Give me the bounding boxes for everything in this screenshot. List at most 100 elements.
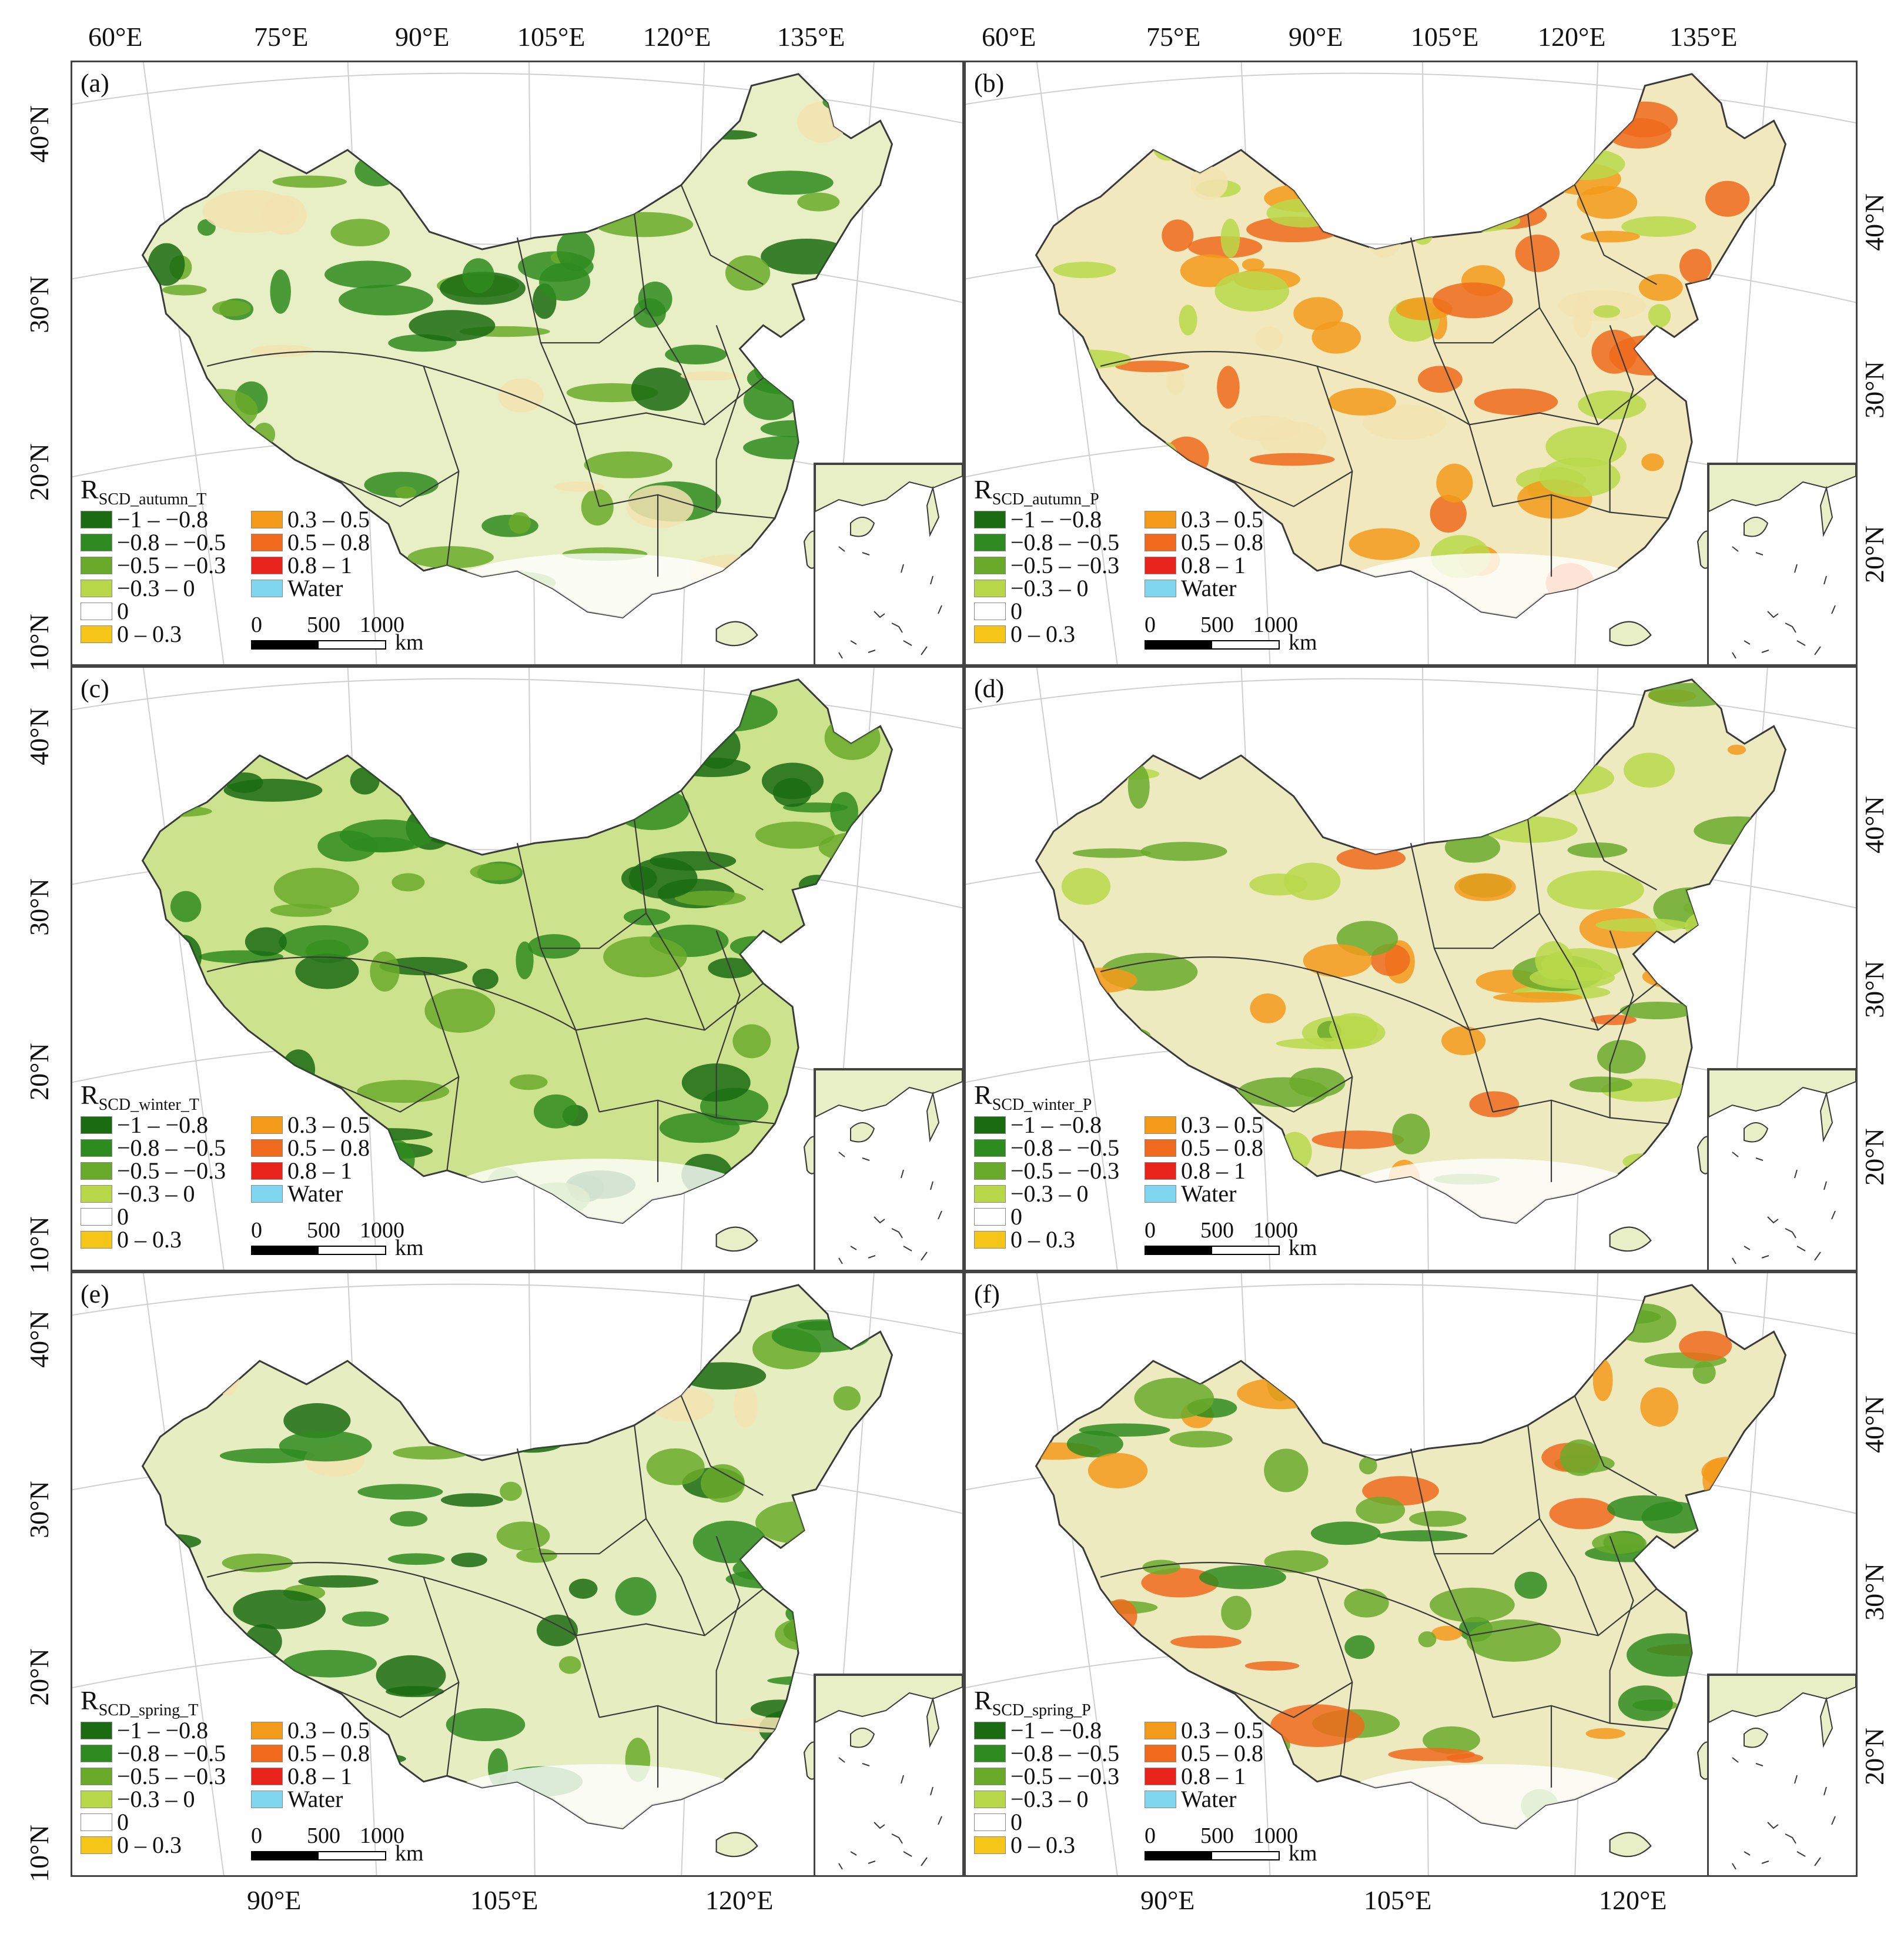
correlation-patch	[1226, 712, 1326, 741]
correlation-patch	[1433, 209, 1521, 232]
correlation-patch	[501, 1431, 564, 1453]
legend-swatch	[81, 1162, 112, 1180]
legend-item: 0 – 0.3	[974, 1226, 1119, 1253]
correlation-patch	[295, 953, 359, 989]
legend: RSCD_autumn_P −1 – −0.8 −0.8 – −0.5 −0.5 –…	[974, 474, 1350, 664]
legend-item: −1 – −0.8	[974, 1112, 1119, 1138]
correlation-patch	[462, 258, 494, 293]
correlation-patch	[544, 1337, 568, 1352]
correlation-patch	[1424, 96, 1491, 122]
legend-item: Water	[251, 1180, 370, 1207]
correlation-patch	[1383, 195, 1455, 226]
legend-swatch	[81, 1207, 112, 1226]
legend-positive-column: 0.3 – 0.5 0.5 – 0.8 0.8 – 1 Water	[251, 1112, 370, 1207]
correlation-patch	[631, 367, 690, 411]
legend-label: 0 – 0.3	[1010, 621, 1075, 647]
correlation-patch	[507, 107, 579, 149]
correlation-patch	[1695, 938, 1750, 962]
correlation-patch	[426, 1376, 510, 1397]
south-china-sea-inset	[1707, 1674, 1856, 1875]
inset-map	[1708, 1675, 1856, 1870]
province-boundaries	[1100, 1395, 1669, 1788]
legend-item: −0.3 – 0	[974, 1180, 1119, 1207]
legend-item: −1 – −0.8	[974, 506, 1119, 533]
correlation-patch	[1436, 463, 1473, 503]
legend-swatch	[974, 579, 1006, 597]
legend-label: −1 – −0.8	[1010, 1112, 1102, 1138]
legend-swatch	[974, 556, 1006, 574]
correlation-patch	[812, 1044, 874, 1056]
scale-bar-ticks: 0 500 1000	[1145, 612, 1339, 637]
legend-swatch	[81, 625, 112, 643]
legend-item: 0 – 0.3	[974, 621, 1119, 647]
correlation-patch	[1426, 1376, 1451, 1417]
correlation-patch	[1597, 1040, 1646, 1074]
correlation-patch	[824, 715, 881, 760]
scale-bar-graphic	[251, 1246, 386, 1255]
legend-title: RSCD_winter_T	[81, 1079, 199, 1115]
legend-label: 0	[117, 598, 129, 624]
legend-label: 0.8 – 1	[1181, 1157, 1246, 1184]
correlation-patch	[164, 124, 190, 144]
scale-bar-graphic	[1145, 640, 1280, 650]
lat-label: 40°N	[24, 1310, 54, 1368]
legend-label: 0.8 – 1	[287, 1763, 352, 1789]
panel-label: (e)	[81, 1280, 109, 1308]
legend-label: 0 – 0.3	[117, 1832, 182, 1858]
legend-item: −0.3 – 0	[81, 1180, 226, 1207]
correlation-patch	[1190, 166, 1228, 200]
correlation-patch	[395, 94, 482, 115]
china-landmass	[1035, 1284, 1787, 1830]
correlation-patch	[339, 285, 433, 316]
legend-swatch	[1145, 1767, 1176, 1785]
legend-item: 0.3 – 0.5	[1145, 1717, 1263, 1743]
inset-map	[1708, 464, 1856, 659]
correlation-patch	[1640, 1387, 1679, 1427]
correlation-patch	[480, 1354, 505, 1383]
legend-swatch	[81, 556, 112, 574]
scale-tick-label: 1000	[1253, 613, 1298, 637]
lon-label: 60°E	[88, 22, 143, 52]
legend-item: 0.3 – 0.5	[251, 1112, 370, 1138]
correlation-patch	[734, 1384, 758, 1428]
correlation-patch	[1142, 1560, 1180, 1575]
correlation-patch	[1356, 1497, 1406, 1524]
correlation-patch	[680, 692, 778, 732]
legend-item: −1 – −0.8	[81, 1717, 226, 1743]
correlation-patch	[680, 371, 738, 381]
legend-swatch	[81, 1744, 112, 1762]
correlation-patch	[142, 1534, 202, 1550]
legend-positive-column: 0.3 – 0.5 0.5 – 0.8 0.8 – 1 Water	[251, 1717, 370, 1812]
legend-item: 0 – 0.3	[81, 1832, 226, 1858]
correlation-patch	[761, 762, 824, 799]
china-map	[966, 1273, 1856, 1875]
legend-label: −0.5 – −0.3	[117, 1763, 226, 1789]
correlation-patch	[1745, 925, 1786, 949]
correlation-patch	[1065, 1025, 1151, 1047]
inset-map	[815, 1675, 962, 1870]
correlation-patch	[1407, 799, 1475, 809]
correlation-patch	[370, 951, 400, 992]
legend-item: −0.5 – −0.3	[81, 1157, 226, 1184]
correlation-patch	[1621, 216, 1696, 237]
legend-title-symbol: R	[974, 1080, 992, 1110]
legend-label: −1 – −0.8	[117, 1717, 209, 1743]
legend-positive-column: 0.3 – 0.5 0.5 – 0.8 0.8 – 1 Water	[251, 506, 370, 601]
correlation-patch	[1466, 1619, 1561, 1662]
scale-bar-ticks: 0 500 1000	[251, 1217, 445, 1243]
legend-swatch	[974, 1721, 1006, 1739]
correlation-patch	[498, 378, 544, 413]
correlation-patch	[1521, 83, 1588, 115]
correlation-patch	[354, 155, 401, 187]
legend-swatch	[81, 1139, 112, 1157]
map-panel-e: (e) RSCD_spring_T −1 – −0.8 −0.8 – −0.5 −0…	[71, 1271, 964, 1877]
correlation-patch	[797, 101, 848, 143]
scale-tick-label: 500	[1200, 1218, 1234, 1243]
correlation-patch	[391, 94, 486, 118]
correlation-patch	[1140, 1665, 1163, 1687]
correlation-patch	[650, 722, 710, 745]
correlation-patch	[1363, 404, 1447, 440]
